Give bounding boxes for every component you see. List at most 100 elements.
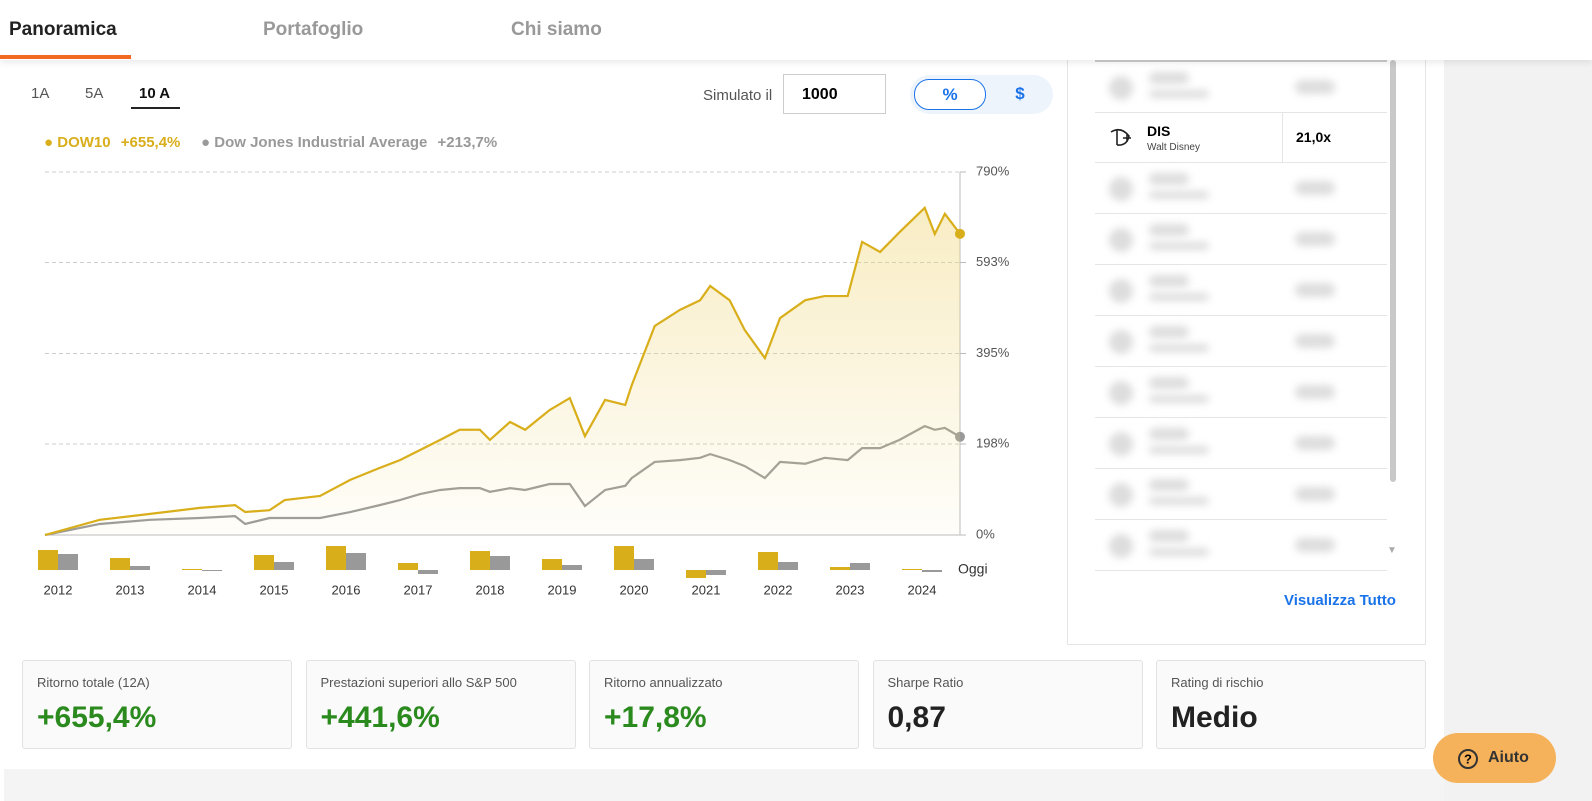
stat-card: Sharpe Ratio 0,87 [872,660,1143,749]
stat-value: +17,8% [604,701,707,734]
blurred-row[interactable] [1095,62,1387,113]
blurred-row[interactable] [1095,418,1387,469]
disney-logo [1110,128,1131,146]
stat-label: Rating di rischio [1171,675,1264,690]
blur [1149,395,1209,403]
multiple: 21,0x [1296,129,1332,145]
blur [1295,436,1335,450]
blur [1109,330,1133,354]
bar [130,566,150,570]
blurred-row[interactable] [1095,316,1387,367]
bar [470,551,490,570]
series-line [44,205,961,537]
blur [1149,548,1209,556]
list-top [1095,60,1387,62]
tab[interactable]: Portafoglio [263,19,364,40]
bar [850,563,870,570]
legend-name: DOW10 [57,134,111,151]
blur [1109,177,1133,201]
y-tick-label: 790% [976,163,1010,178]
help-icon: ? [1458,749,1478,769]
bar [182,569,202,570]
side-gutter [1444,60,1592,801]
x-tick-label: 2024 [908,582,937,597]
view-all[interactable]: Visualizza Tutto [1284,592,1396,609]
toggle-dollar[interactable]: $ [1015,84,1025,103]
end-dot [955,228,965,239]
blur [1109,381,1133,405]
blurred-row[interactable] [1095,469,1387,520]
blur [1149,446,1209,454]
bar [346,553,366,570]
stat-label: Sharpe Ratio [887,675,964,690]
stat-card: Rating di rischio Medio [1156,660,1426,749]
bottom-strip [4,769,1444,801]
stat-label: Ritorno annualizzato [604,675,723,690]
help-button[interactable]: ? Aiuto [1433,733,1556,783]
scrollbar[interactable] [1390,60,1396,482]
blur [1149,344,1209,352]
stat-card: Ritorno totale (12A) +655,4% [22,660,292,749]
blur [1149,530,1189,542]
stat-value: 0,87 [887,701,946,734]
bar [58,554,78,570]
y-tick-label: 198% [976,435,1010,450]
period[interactable]: 1A [31,85,50,102]
chart: 0% 198% 395% 593% 790% 2012 2013 2014 2015 2016 20… [38,163,1010,597]
end-label: Oggi [958,561,988,577]
x-tick-label: 2022 [764,582,793,597]
bar [706,570,726,575]
period[interactable]: 10 A [139,85,171,102]
blur [1149,224,1189,236]
blur [1149,242,1209,250]
tab-underline [0,55,131,59]
blur [1149,90,1209,98]
tab[interactable]: Panoramica [9,19,117,40]
blur [1149,479,1189,491]
stat-card: Ritorno annualizzato +17,8% [589,660,859,749]
blur [1295,80,1335,94]
blur [1149,173,1189,185]
stat-card: Prestazioni superiori allo S&P 500 +441,6… [305,660,576,749]
blur [1295,385,1335,399]
blur [1295,538,1335,552]
blur [1109,534,1133,558]
blur [1295,283,1335,297]
blur [1149,293,1209,301]
bar [902,569,922,570]
legend-total: +655,4% [120,134,181,151]
blurred-row[interactable] [1095,520,1387,571]
x-tick-label: 2020 [620,582,649,597]
x-tick-label: 2014 [188,582,217,597]
holding-row[interactable]: DIS Walt Disney 21,0x [1095,112,1387,163]
x-tick-label: 2021 [692,582,721,597]
amount-input[interactable]: 1000 [783,74,886,114]
stat-value: +441,6% [320,701,440,734]
blur [1109,228,1133,252]
bar [490,556,510,570]
bar [758,552,778,570]
bar [418,570,438,574]
unit-toggle: % $ [910,75,1053,114]
bar [830,567,850,570]
bar [922,570,942,572]
blurred-row[interactable] [1095,214,1387,265]
period[interactable]: 5A [85,85,104,102]
blurred-row[interactable] [1095,163,1387,214]
toggle-percent[interactable]: % [914,79,986,110]
y-tick-label: 395% [976,345,1010,360]
blurred-row[interactable] [1095,265,1387,316]
divider [1282,112,1283,162]
bar [562,565,582,570]
bar [326,546,346,570]
blur [1295,181,1335,195]
blurred-row[interactable] [1095,367,1387,418]
blur [1149,191,1209,199]
stat-label: Prestazioni superiori allo S&P 500 [320,675,517,690]
tab[interactable]: Chi siamo [511,19,602,40]
blur [1295,334,1335,348]
help-label: Aiuto [1488,749,1529,766]
stat-label: Ritorno totale (12A) [37,675,150,690]
bar [634,559,654,570]
